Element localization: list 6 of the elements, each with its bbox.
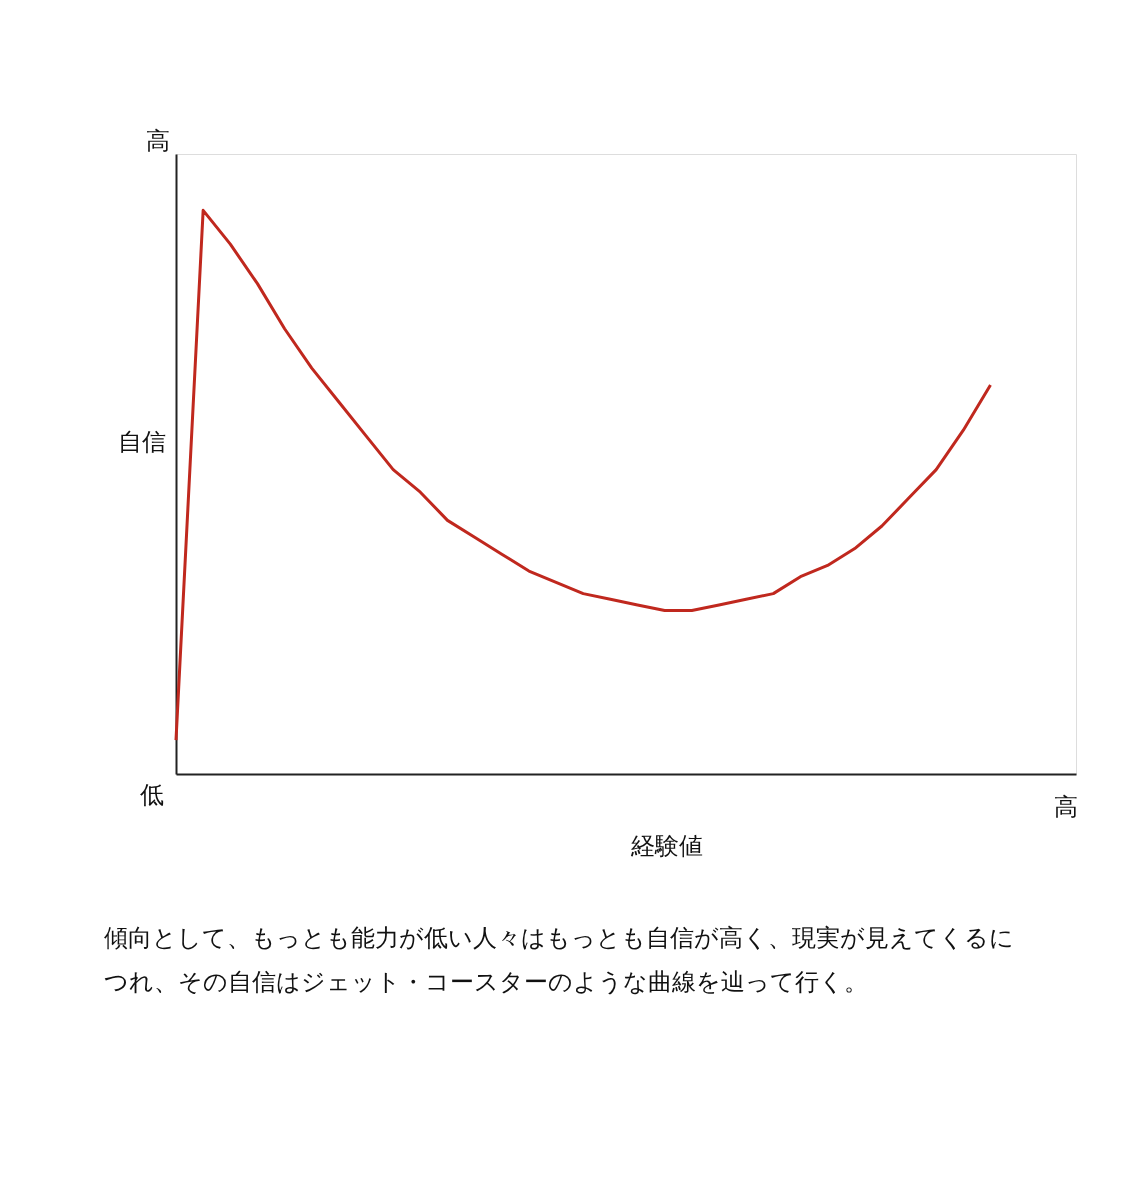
text: 高	[1054, 793, 1078, 821]
x-axis-title: 経験値	[629, 831, 703, 860]
text: 高	[146, 127, 170, 155]
y-axis-title: 自信	[117, 427, 166, 456]
text: 傾向として、もっとも能力が低い人々はもっとも自信が高く、現実が見えてくるにつれ、その自信はジェット・コースターのような曲線を辿って行く。	[104, 924, 1014, 996]
text: 低	[140, 781, 164, 809]
